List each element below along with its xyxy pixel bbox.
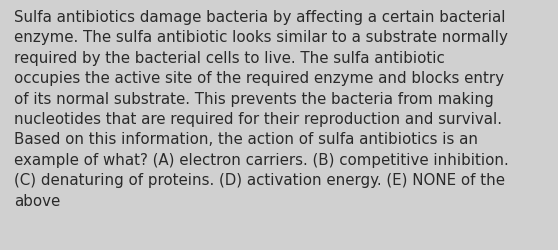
Text: Sulfa antibiotics damage bacteria by affecting a certain bacterial
enzyme. The s: Sulfa antibiotics damage bacteria by aff… xyxy=(14,10,509,208)
